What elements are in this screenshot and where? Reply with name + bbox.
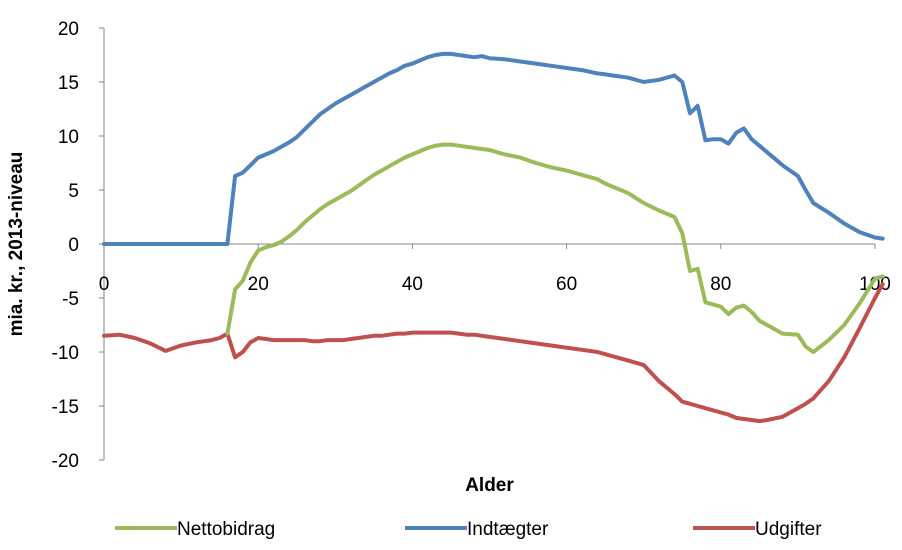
series-line-indt-gter [102, 51, 885, 246]
x-axis-title: Alder [465, 475, 514, 496]
series-lines [102, 51, 885, 424]
series-line-nettobidrag [225, 142, 885, 354]
y-tick-label: -5 [62, 289, 79, 310]
y-tick-label: -10 [52, 343, 79, 364]
y-tick-label: 0 [68, 235, 79, 256]
y-tick-label: 10 [58, 127, 79, 148]
legend-label: Indtægter [467, 519, 549, 540]
x-tick-label: 40 [402, 274, 423, 295]
x-tick-label: 0 [99, 274, 110, 295]
x-axis-ticks: 0 20 40 60 80 100 [99, 244, 891, 295]
y-tick-label: 15 [58, 73, 79, 94]
legend: Nettobidrag Indtægter Udgifter [115, 519, 822, 540]
series-line-udgifter [102, 282, 885, 424]
legend-item-nettobidrag: Nettobidrag [115, 519, 275, 540]
y-tick-label: -20 [52, 451, 79, 472]
legend-label: Udgifter [755, 519, 822, 540]
legend-label: Nettobidrag [177, 519, 275, 540]
y-tick-label: 20 [58, 19, 79, 40]
y-tick-label: -15 [52, 397, 79, 418]
y-axis-ticks: -20 -15 -10 -5 0 5 10 15 20 [52, 19, 104, 472]
x-tick-label: 60 [556, 274, 577, 295]
legend-item-udgifter: Udgifter [693, 519, 822, 540]
legend-item-indt-gter: Indtægter [405, 519, 549, 540]
x-tick-label: 20 [248, 274, 269, 295]
y-tick-label: 5 [68, 181, 79, 202]
y-axis-title: mia. kr., 2013-niveau [6, 152, 27, 337]
x-tick-label: 80 [710, 274, 731, 295]
